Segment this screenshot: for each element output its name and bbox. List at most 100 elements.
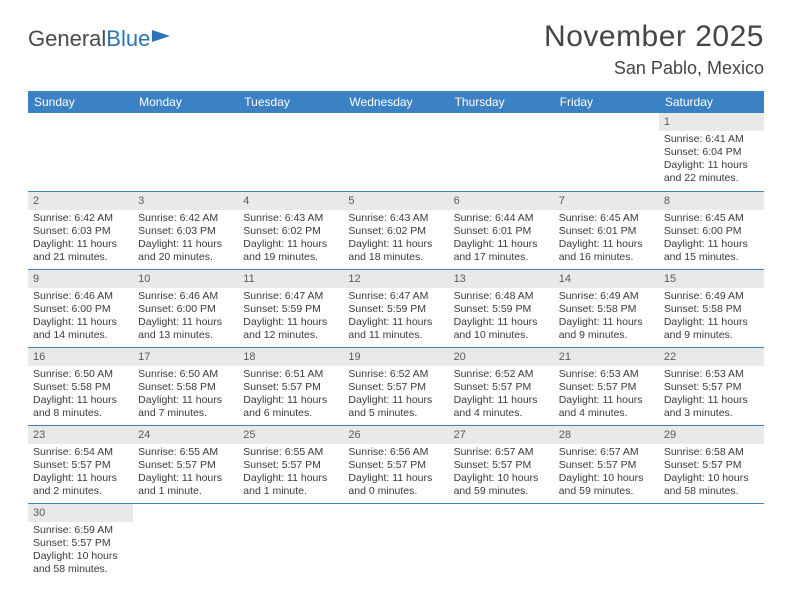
calendar-cell	[659, 503, 764, 581]
sunset-text: Sunset: 5:58 PM	[559, 303, 654, 316]
calendar-cell: 19Sunrise: 6:52 AMSunset: 5:57 PMDayligh…	[343, 347, 448, 425]
day-number: 3	[133, 192, 238, 210]
sunrise-text: Sunrise: 6:52 AM	[348, 368, 443, 381]
day-content: Sunrise: 6:50 AMSunset: 5:58 PMDaylight:…	[28, 366, 133, 424]
day-content: Sunrise: 6:51 AMSunset: 5:57 PMDaylight:…	[238, 366, 343, 424]
day-content: Sunrise: 6:46 AMSunset: 6:00 PMDaylight:…	[28, 288, 133, 346]
sunset-text: Sunset: 5:57 PM	[138, 459, 233, 472]
header: GeneralBlue November 2025 San Pablo, Mex…	[28, 20, 764, 79]
calendar-cell: 2Sunrise: 6:42 AMSunset: 6:03 PMDaylight…	[28, 191, 133, 269]
sunset-text: Sunset: 6:00 PM	[664, 225, 759, 238]
sunrise-text: Sunrise: 6:42 AM	[33, 212, 128, 225]
sunrise-text: Sunrise: 6:45 AM	[664, 212, 759, 225]
sunset-text: Sunset: 5:57 PM	[33, 459, 128, 472]
daylight-text: Daylight: 11 hours and 3 minutes.	[664, 394, 759, 420]
calendar-cell: 8Sunrise: 6:45 AMSunset: 6:00 PMDaylight…	[659, 191, 764, 269]
sunrise-text: Sunrise: 6:47 AM	[348, 290, 443, 303]
day-content: Sunrise: 6:53 AMSunset: 5:57 PMDaylight:…	[554, 366, 659, 424]
calendar-cell: 23Sunrise: 6:54 AMSunset: 5:57 PMDayligh…	[28, 425, 133, 503]
daylight-text: Daylight: 11 hours and 1 minute.	[138, 472, 233, 498]
sunset-text: Sunset: 5:58 PM	[138, 381, 233, 394]
sunset-text: Sunset: 5:59 PM	[243, 303, 338, 316]
calendar-row: 30Sunrise: 6:59 AMSunset: 5:57 PMDayligh…	[28, 503, 764, 581]
calendar-cell: 15Sunrise: 6:49 AMSunset: 5:58 PMDayligh…	[659, 269, 764, 347]
day-number: 19	[343, 348, 448, 366]
daylight-text: Daylight: 11 hours and 15 minutes.	[664, 238, 759, 264]
daylight-text: Daylight: 11 hours and 2 minutes.	[33, 472, 128, 498]
daylight-text: Daylight: 10 hours and 59 minutes.	[559, 472, 654, 498]
sunset-text: Sunset: 6:01 PM	[454, 225, 549, 238]
daylight-text: Daylight: 11 hours and 22 minutes.	[664, 159, 759, 185]
sunrise-text: Sunrise: 6:56 AM	[348, 446, 443, 459]
calendar-cell: 5Sunrise: 6:43 AMSunset: 6:02 PMDaylight…	[343, 191, 448, 269]
calendar-cell: 27Sunrise: 6:57 AMSunset: 5:57 PMDayligh…	[449, 425, 554, 503]
calendar-cell: 4Sunrise: 6:43 AMSunset: 6:02 PMDaylight…	[238, 191, 343, 269]
calendar-row: 9Sunrise: 6:46 AMSunset: 6:00 PMDaylight…	[28, 269, 764, 347]
calendar-cell: 21Sunrise: 6:53 AMSunset: 5:57 PMDayligh…	[554, 347, 659, 425]
calendar-cell: 17Sunrise: 6:50 AMSunset: 5:58 PMDayligh…	[133, 347, 238, 425]
sunset-text: Sunset: 5:57 PM	[664, 459, 759, 472]
sunset-text: Sunset: 5:57 PM	[348, 381, 443, 394]
daylight-text: Daylight: 10 hours and 59 minutes.	[454, 472, 549, 498]
sunrise-text: Sunrise: 6:49 AM	[664, 290, 759, 303]
day-content: Sunrise: 6:57 AMSunset: 5:57 PMDaylight:…	[554, 444, 659, 502]
location: San Pablo, Mexico	[544, 58, 764, 79]
calendar-row: 1Sunrise: 6:41 AMSunset: 6:04 PMDaylight…	[28, 113, 764, 191]
day-content: Sunrise: 6:41 AMSunset: 6:04 PMDaylight:…	[659, 131, 764, 189]
day-header-row: SundayMondayTuesdayWednesdayThursdayFrid…	[28, 91, 764, 113]
daylight-text: Daylight: 11 hours and 18 minutes.	[348, 238, 443, 264]
sunset-text: Sunset: 5:57 PM	[664, 381, 759, 394]
calendar-cell: 3Sunrise: 6:42 AMSunset: 6:03 PMDaylight…	[133, 191, 238, 269]
calendar-cell: 7Sunrise: 6:45 AMSunset: 6:01 PMDaylight…	[554, 191, 659, 269]
day-content: Sunrise: 6:42 AMSunset: 6:03 PMDaylight:…	[133, 210, 238, 268]
sunrise-text: Sunrise: 6:42 AM	[138, 212, 233, 225]
calendar-cell: 28Sunrise: 6:57 AMSunset: 5:57 PMDayligh…	[554, 425, 659, 503]
sunrise-text: Sunrise: 6:59 AM	[33, 524, 128, 537]
calendar-cell	[238, 503, 343, 581]
day-content: Sunrise: 6:43 AMSunset: 6:02 PMDaylight:…	[238, 210, 343, 268]
sunrise-text: Sunrise: 6:51 AM	[243, 368, 338, 381]
sunset-text: Sunset: 5:59 PM	[348, 303, 443, 316]
day-number: 26	[343, 426, 448, 444]
day-number: 6	[449, 192, 554, 210]
sunrise-text: Sunrise: 6:43 AM	[243, 212, 338, 225]
calendar-cell	[554, 503, 659, 581]
day-content: Sunrise: 6:49 AMSunset: 5:58 PMDaylight:…	[659, 288, 764, 346]
day-content: Sunrise: 6:54 AMSunset: 5:57 PMDaylight:…	[28, 444, 133, 502]
daylight-text: Daylight: 11 hours and 19 minutes.	[243, 238, 338, 264]
calendar-cell: 24Sunrise: 6:55 AMSunset: 5:57 PMDayligh…	[133, 425, 238, 503]
calendar-cell	[133, 503, 238, 581]
day-number: 14	[554, 270, 659, 288]
calendar-cell: 22Sunrise: 6:53 AMSunset: 5:57 PMDayligh…	[659, 347, 764, 425]
day-header: Friday	[554, 91, 659, 113]
day-number: 11	[238, 270, 343, 288]
sunset-text: Sunset: 5:57 PM	[33, 537, 128, 550]
sunset-text: Sunset: 5:57 PM	[243, 459, 338, 472]
day-number: 5	[343, 192, 448, 210]
daylight-text: Daylight: 11 hours and 14 minutes.	[33, 316, 128, 342]
sunset-text: Sunset: 5:57 PM	[243, 381, 338, 394]
calendar-cell: 9Sunrise: 6:46 AMSunset: 6:00 PMDaylight…	[28, 269, 133, 347]
day-content: Sunrise: 6:52 AMSunset: 5:57 PMDaylight:…	[449, 366, 554, 424]
day-header: Saturday	[659, 91, 764, 113]
daylight-text: Daylight: 11 hours and 9 minutes.	[664, 316, 759, 342]
day-content: Sunrise: 6:53 AMSunset: 5:57 PMDaylight:…	[659, 366, 764, 424]
calendar-cell: 10Sunrise: 6:46 AMSunset: 6:00 PMDayligh…	[133, 269, 238, 347]
sunset-text: Sunset: 6:03 PM	[138, 225, 233, 238]
sunrise-text: Sunrise: 6:57 AM	[559, 446, 654, 459]
calendar-cell	[343, 503, 448, 581]
daylight-text: Daylight: 11 hours and 6 minutes.	[243, 394, 338, 420]
sunrise-text: Sunrise: 6:46 AM	[138, 290, 233, 303]
day-content: Sunrise: 6:55 AMSunset: 5:57 PMDaylight:…	[238, 444, 343, 502]
calendar-cell: 25Sunrise: 6:55 AMSunset: 5:57 PMDayligh…	[238, 425, 343, 503]
daylight-text: Daylight: 11 hours and 9 minutes.	[559, 316, 654, 342]
day-number: 13	[449, 270, 554, 288]
daylight-text: Daylight: 11 hours and 1 minute.	[243, 472, 338, 498]
title-block: November 2025 San Pablo, Mexico	[544, 20, 764, 79]
sunset-text: Sunset: 5:57 PM	[454, 381, 549, 394]
day-number: 28	[554, 426, 659, 444]
month-title: November 2025	[544, 20, 764, 54]
sunrise-text: Sunrise: 6:47 AM	[243, 290, 338, 303]
day-content: Sunrise: 6:44 AMSunset: 6:01 PMDaylight:…	[449, 210, 554, 268]
sunrise-text: Sunrise: 6:50 AM	[33, 368, 128, 381]
